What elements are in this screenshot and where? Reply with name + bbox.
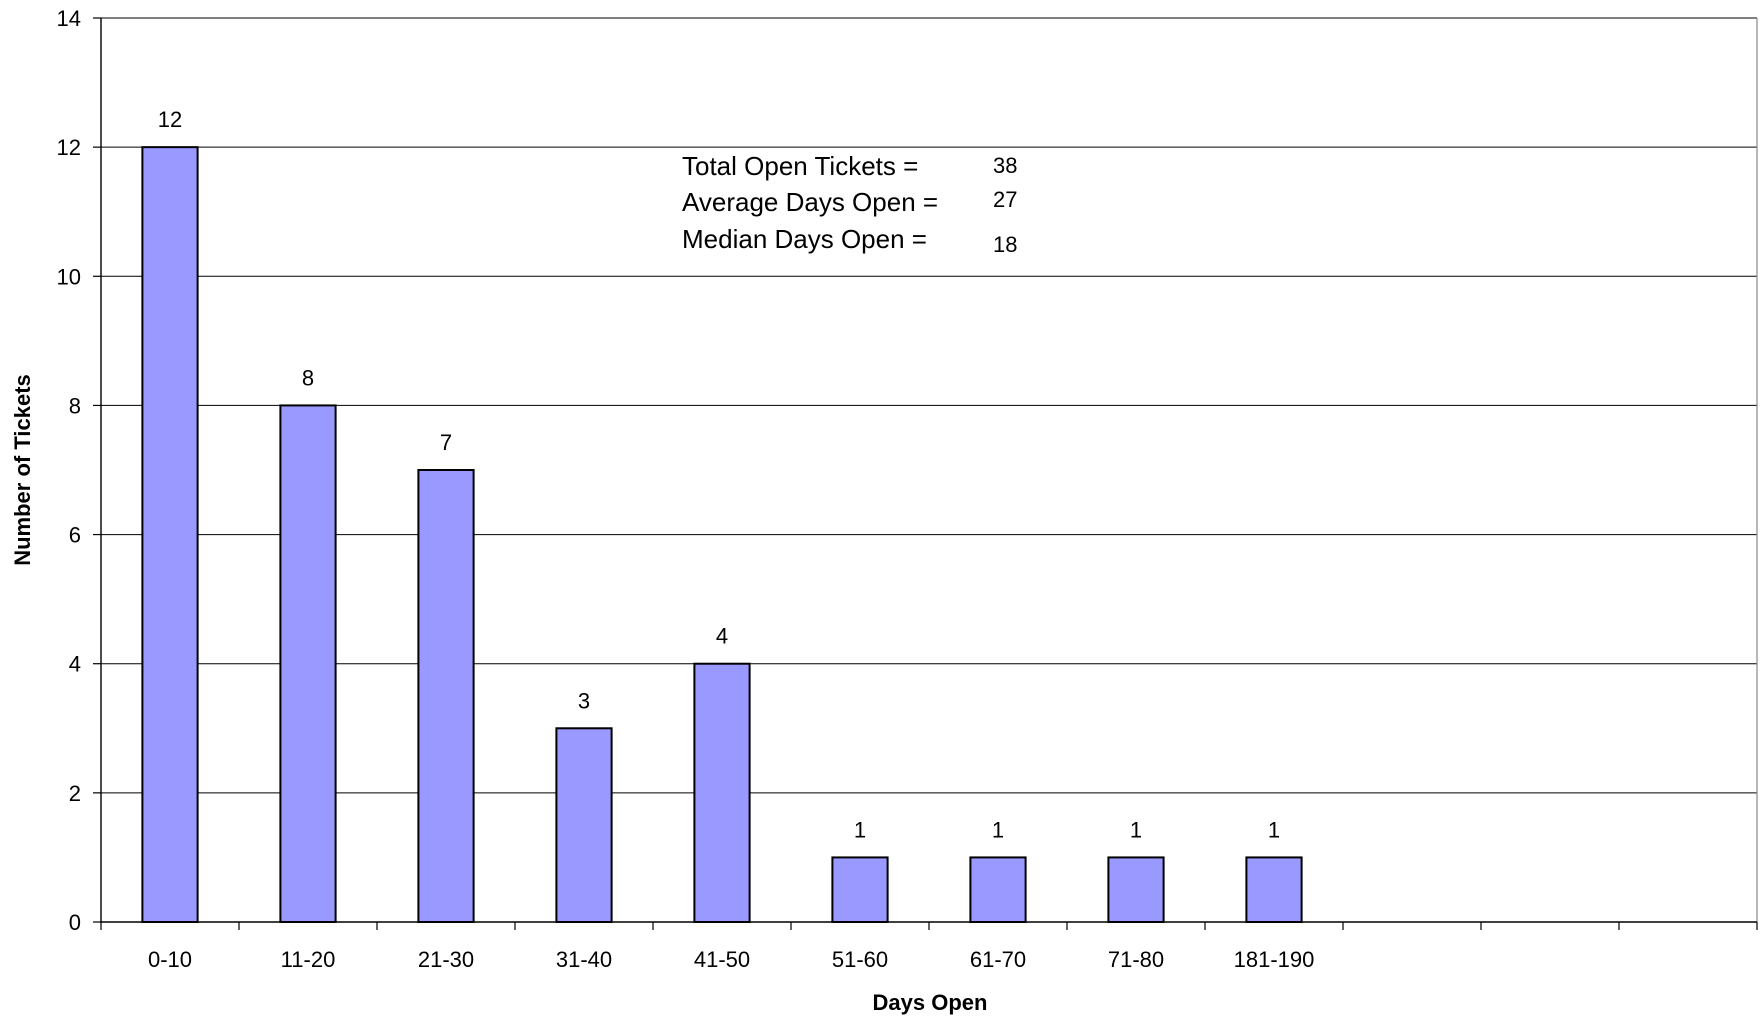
y-axis-title: Number of Tickets (10, 374, 35, 566)
y-tick-label: 14 (57, 6, 81, 31)
x-axis-title: Days Open (873, 990, 988, 1015)
data-label-41-50: 4 (716, 624, 728, 649)
bar-21-30 (417, 469, 475, 923)
x-tick-label: 0-10 (148, 947, 192, 972)
bar-0-10 (141, 146, 199, 923)
x-tick-label: 41-50 (694, 947, 750, 972)
data-label-0-10: 12 (158, 107, 182, 132)
bar-11-20 (279, 404, 337, 923)
y-tick-label: 10 (57, 264, 81, 289)
y-tick-label: 8 (69, 393, 81, 418)
median-days-open-label: Median Days Open = (682, 224, 927, 254)
gridlines (101, 17, 1757, 794)
total-open-tickets-label: Total Open Tickets = (682, 151, 918, 181)
median-days-open-value: 18 (993, 232, 1017, 257)
data-labels: 12 8 7 3 4 1 1 1 1 (158, 107, 1280, 842)
bar-61-70 (969, 856, 1027, 924)
average-days-open-value: 27 (993, 187, 1017, 212)
data-label-51-60: 1 (854, 817, 866, 842)
data-label-181-190: 1 (1268, 817, 1280, 842)
x-tick-label: 31-40 (556, 947, 612, 972)
x-tick-label: 21-30 (418, 947, 474, 972)
x-tick-label: 51-60 (832, 947, 888, 972)
bar-31-40 (555, 727, 613, 923)
bar-181-190 (1245, 856, 1303, 924)
data-label-21-30: 7 (440, 430, 452, 455)
y-tick-label: 4 (69, 652, 81, 677)
summary-annotation: Total Open Tickets = 38 Average Days Ope… (682, 151, 1017, 257)
average-days-open-label: Average Days Open = (682, 187, 938, 217)
x-tick-label: 71-80 (1108, 947, 1164, 972)
total-open-tickets-value: 38 (993, 153, 1017, 178)
y-tick-label: 12 (57, 135, 81, 160)
y-tick-label: 6 (69, 523, 81, 548)
data-label-71-80: 1 (1130, 817, 1142, 842)
data-label-11-20: 8 (302, 365, 314, 390)
x-tick-label: 11-20 (281, 947, 336, 972)
data-label-61-70: 1 (992, 817, 1004, 842)
bar-41-50 (693, 662, 751, 923)
bar-71-80 (1107, 856, 1165, 924)
x-tick-label: 181-190 (1234, 947, 1315, 972)
y-tick-label: 2 (69, 781, 81, 806)
x-tick-label: 61-70 (970, 947, 1026, 972)
data-label-31-40: 3 (578, 688, 590, 713)
bar-51-60 (831, 856, 889, 924)
y-tick-label: 0 (69, 910, 81, 935)
